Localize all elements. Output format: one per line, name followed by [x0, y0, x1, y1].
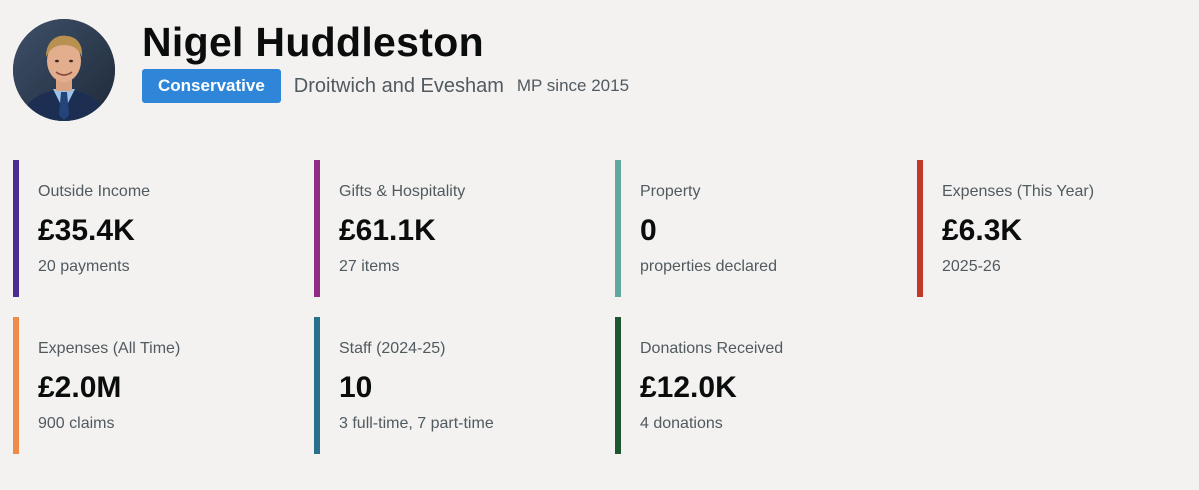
- stat-card-label: Property: [640, 183, 701, 200]
- stat-card-value: £2.0M: [38, 371, 122, 404]
- mp-meta: Conservative Droitwich and Evesham MP si…: [142, 69, 629, 103]
- stat-card-property[interactable]: Property 0 properties declared: [615, 160, 895, 297]
- avatar-portrait-icon: [13, 19, 115, 121]
- mp-name: Nigel Huddleston: [142, 19, 484, 65]
- stat-card-label: Gifts & Hospitality: [339, 183, 466, 200]
- avatar: [13, 19, 115, 121]
- stat-card-label: Staff (2024-25): [339, 340, 446, 357]
- stat-card-value: £6.3K: [942, 214, 1023, 247]
- stat-card-gifts-hospitality[interactable]: Gifts & Hospitality £61.1K 27 items: [314, 160, 594, 297]
- stat-card-subtext: 2025-26: [942, 258, 1001, 275]
- stat-card-label: Donations Received: [640, 340, 784, 357]
- mp-header: Nigel Huddleston Conservative Droitwich …: [13, 19, 629, 121]
- stat-card-donations-received[interactable]: Donations Received £12.0K 4 donations: [615, 317, 895, 454]
- stat-card-subtext: 900 claims: [38, 415, 115, 432]
- stat-card-expenses-all-time[interactable]: Expenses (All Time) £2.0M 900 claims: [13, 317, 293, 454]
- stat-card-subtext: 27 items: [339, 258, 400, 275]
- stat-card-value: £12.0K: [640, 371, 737, 404]
- stat-card-label: Expenses (This Year): [942, 183, 1095, 200]
- party-badge: Conservative: [142, 69, 281, 103]
- mp-since: MP since 2015: [516, 76, 630, 95]
- stat-card-outside-income[interactable]: Outside Income £35.4K 20 payments: [13, 160, 293, 297]
- stat-card-subtext: properties declared: [640, 258, 777, 275]
- stat-card-value: 10: [339, 371, 373, 404]
- stat-card-expenses-this-year[interactable]: Expenses (This Year) £6.3K 2025-26: [917, 160, 1197, 297]
- stat-card-label: Expenses (All Time): [38, 340, 181, 357]
- constituency: Droitwich and Evesham: [293, 74, 504, 97]
- stat-card-value: £35.4K: [38, 214, 135, 247]
- stat-card-subtext: 3 full-time, 7 part-time: [339, 415, 494, 432]
- stat-card-subtext: 4 donations: [640, 415, 723, 432]
- stat-card-value: £61.1K: [339, 214, 436, 247]
- stat-card-value: 0: [640, 214, 657, 247]
- mp-header-text: Nigel Huddleston Conservative Droitwich …: [142, 19, 629, 103]
- stat-card-label: Outside Income: [38, 183, 151, 200]
- stat-card-staff[interactable]: Staff (2024-25) 10 3 full-time, 7 part-t…: [314, 317, 594, 454]
- stat-card-subtext: 20 payments: [38, 258, 130, 275]
